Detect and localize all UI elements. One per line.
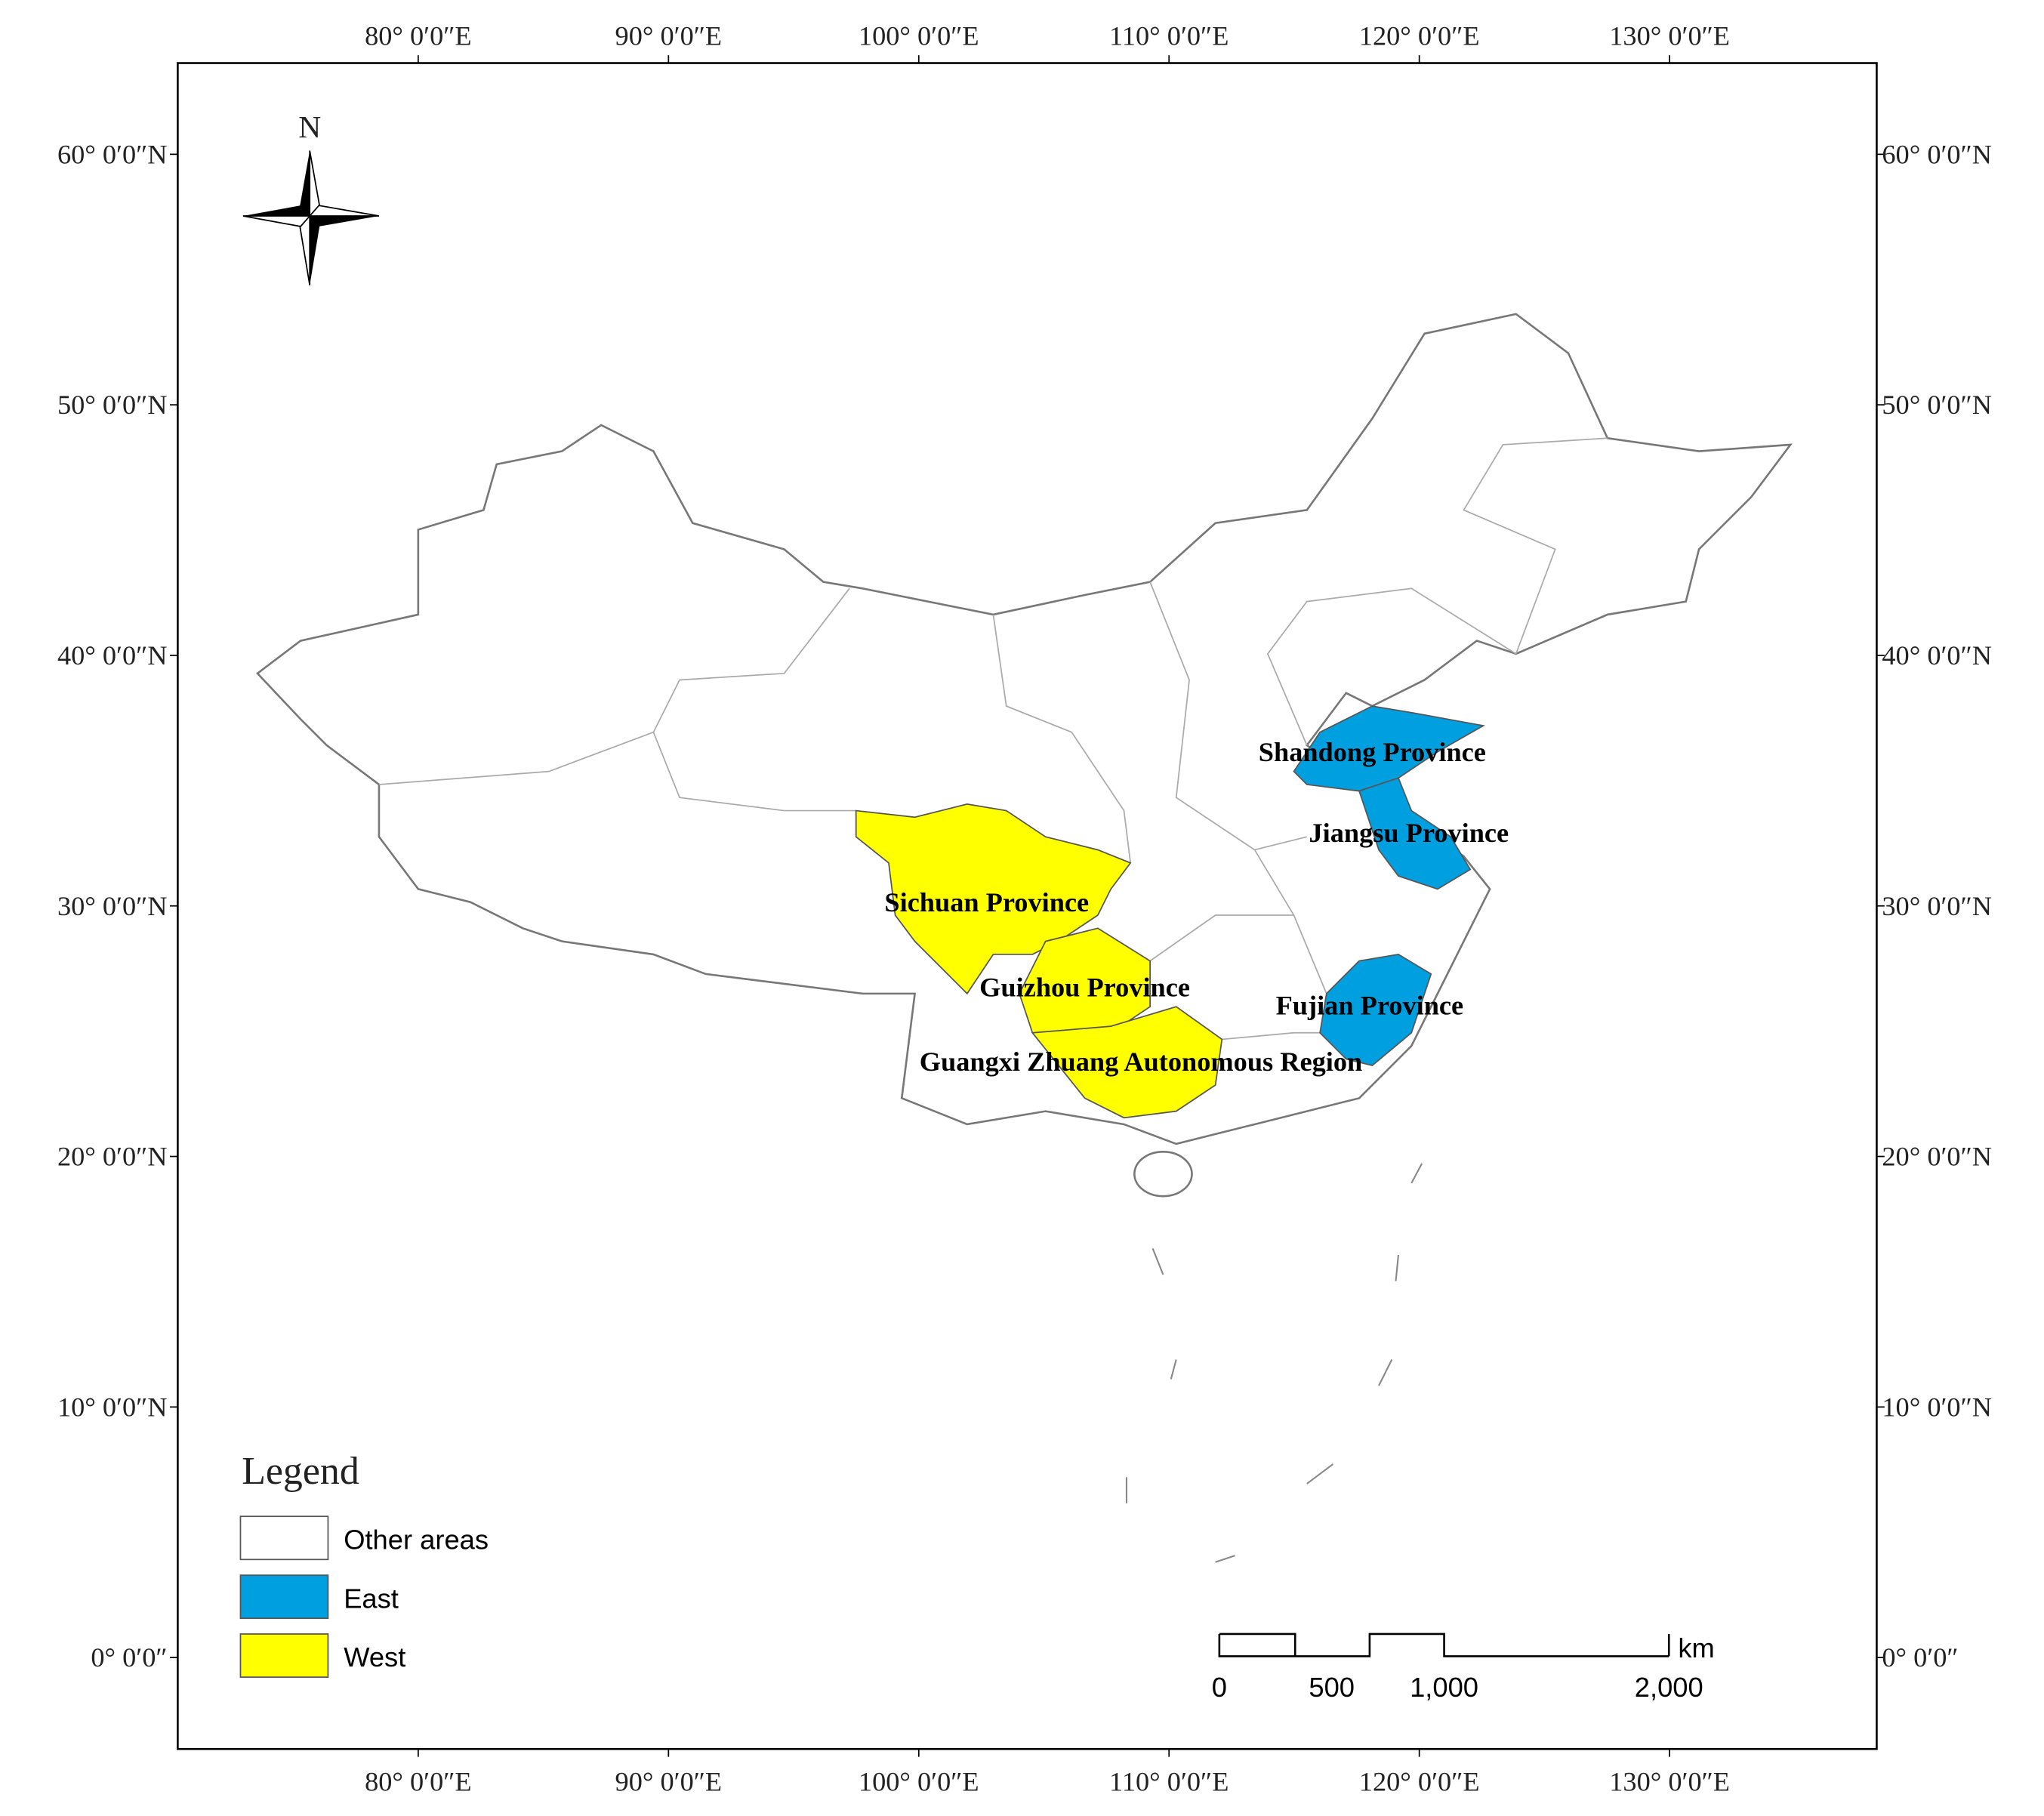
region-label: Guizhou Province bbox=[979, 972, 1190, 1002]
scale-unit: km bbox=[1678, 1633, 1714, 1663]
lat-label: 10° 0′0″N bbox=[57, 1392, 168, 1422]
region-label: Guangxi Zhuang Autonomous Region bbox=[920, 1047, 1362, 1077]
lat-label: 50° 0′0″N bbox=[1882, 390, 1992, 420]
lon-label: 120° 0′0″E bbox=[1359, 20, 1480, 51]
lat-label: 40° 0′0″N bbox=[1882, 640, 1992, 671]
region bbox=[1293, 705, 1485, 792]
region-label: Sichuan Province bbox=[884, 887, 1089, 917]
lon-label: 110° 0′0″E bbox=[1109, 1767, 1229, 1797]
region bbox=[1358, 777, 1472, 890]
scale-label: 1,000 bbox=[1410, 1672, 1478, 1703]
lat-label: 20° 0′0″N bbox=[1882, 1142, 1992, 1172]
legend-swatch bbox=[239, 1574, 329, 1620]
legend-title: Legend bbox=[242, 1450, 359, 1493]
region-label: Shandong Province bbox=[1259, 737, 1486, 767]
scale-label: 2,000 bbox=[1635, 1672, 1703, 1703]
lat-label: 40° 0′0″N bbox=[57, 640, 168, 671]
lon-label: 80° 0′0″E bbox=[365, 1767, 472, 1797]
region-label: Fujian Province bbox=[1276, 991, 1464, 1021]
legend-swatch bbox=[239, 1633, 329, 1678]
legend-label: Other areas bbox=[344, 1524, 489, 1555]
lat-label: 60° 0′0″N bbox=[1882, 139, 1992, 169]
lat-label: 0° 0′0″ bbox=[91, 1642, 167, 1673]
legend-label: East bbox=[344, 1583, 399, 1614]
lon-label: 120° 0′0″E bbox=[1359, 1767, 1480, 1797]
lon-label: 100° 0′0″E bbox=[859, 1767, 979, 1797]
legend-swatch bbox=[239, 1515, 329, 1561]
scale-bar bbox=[1218, 1633, 1670, 1657]
lon-label: 90° 0′0″E bbox=[615, 1767, 723, 1797]
scale-label: 500 bbox=[1309, 1672, 1355, 1703]
region bbox=[1319, 954, 1432, 1067]
lon-label: 110° 0′0″E bbox=[1109, 20, 1229, 51]
north-label: N bbox=[298, 109, 321, 144]
regions bbox=[855, 705, 1485, 1119]
province-borders bbox=[378, 437, 1608, 1041]
lat-label: 30° 0′0″N bbox=[57, 891, 168, 921]
north-arrow: N bbox=[242, 109, 380, 285]
legend-label: West bbox=[344, 1642, 405, 1673]
island bbox=[1133, 1150, 1193, 1198]
lon-label: 100° 0′0″E bbox=[859, 20, 979, 51]
lon-label: 90° 0′0″E bbox=[615, 20, 723, 51]
lon-label: 130° 0′0″E bbox=[1609, 20, 1730, 51]
lat-label: 10° 0′0″N bbox=[1882, 1392, 1992, 1422]
lat-label: 0° 0′0″ bbox=[1882, 1642, 1958, 1673]
country-outline bbox=[256, 313, 1793, 1145]
region bbox=[1031, 1006, 1223, 1119]
sea-boundaries bbox=[1125, 1163, 1423, 1563]
lon-label: 80° 0′0″E bbox=[365, 20, 472, 51]
lon-label: 130° 0′0″E bbox=[1609, 1767, 1730, 1797]
lat-label: 50° 0′0″N bbox=[57, 390, 168, 420]
region-label: Jiangsu Province bbox=[1309, 818, 1509, 848]
lat-label: 30° 0′0″N bbox=[1882, 891, 1992, 921]
scale-label: 0 bbox=[1212, 1672, 1227, 1703]
lat-label: 20° 0′0″N bbox=[57, 1142, 168, 1172]
lat-label: 60° 0′0″N bbox=[57, 139, 168, 169]
